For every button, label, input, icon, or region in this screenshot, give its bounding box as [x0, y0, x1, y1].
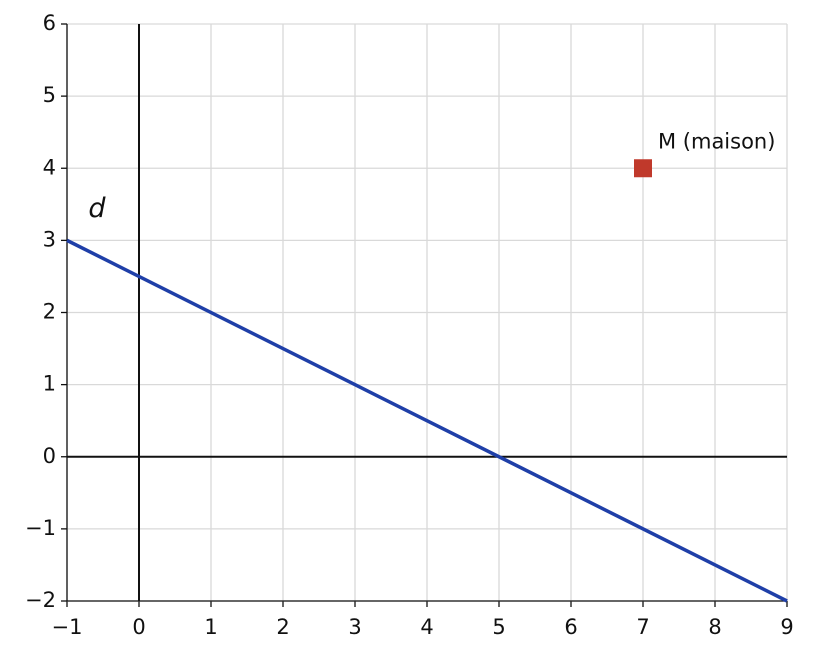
x-tick-label: 8 [708, 615, 721, 639]
x-tick-label: 1 [204, 615, 217, 639]
point-label: M (maison) [658, 129, 775, 153]
y-tick-label: 3 [43, 227, 56, 251]
line-label: d [88, 193, 106, 224]
x-tick-label: 5 [492, 615, 505, 639]
x-tick-label: 7 [636, 615, 649, 639]
y-tick-label: 0 [43, 444, 56, 468]
x-tick-label: 3 [348, 615, 361, 639]
x-tick-label: 6 [564, 615, 577, 639]
x-tick-label: −1 [52, 615, 83, 639]
y-tick-label: −1 [25, 516, 56, 540]
y-tick-label: 5 [43, 83, 56, 107]
y-tick-label: 2 [43, 300, 56, 324]
x-tick-label: 4 [420, 615, 433, 639]
x-tick-label: 0 [132, 615, 145, 639]
y-tick-label: −2 [25, 588, 56, 612]
point [634, 159, 652, 178]
y-tick-label: 6 [43, 11, 56, 35]
y-tick-label: 4 [43, 155, 56, 179]
x-tick-label: 9 [780, 615, 793, 639]
x-tick-label: 2 [276, 615, 289, 639]
line [66, 238, 788, 603]
y-tick-label: 1 [43, 372, 56, 396]
